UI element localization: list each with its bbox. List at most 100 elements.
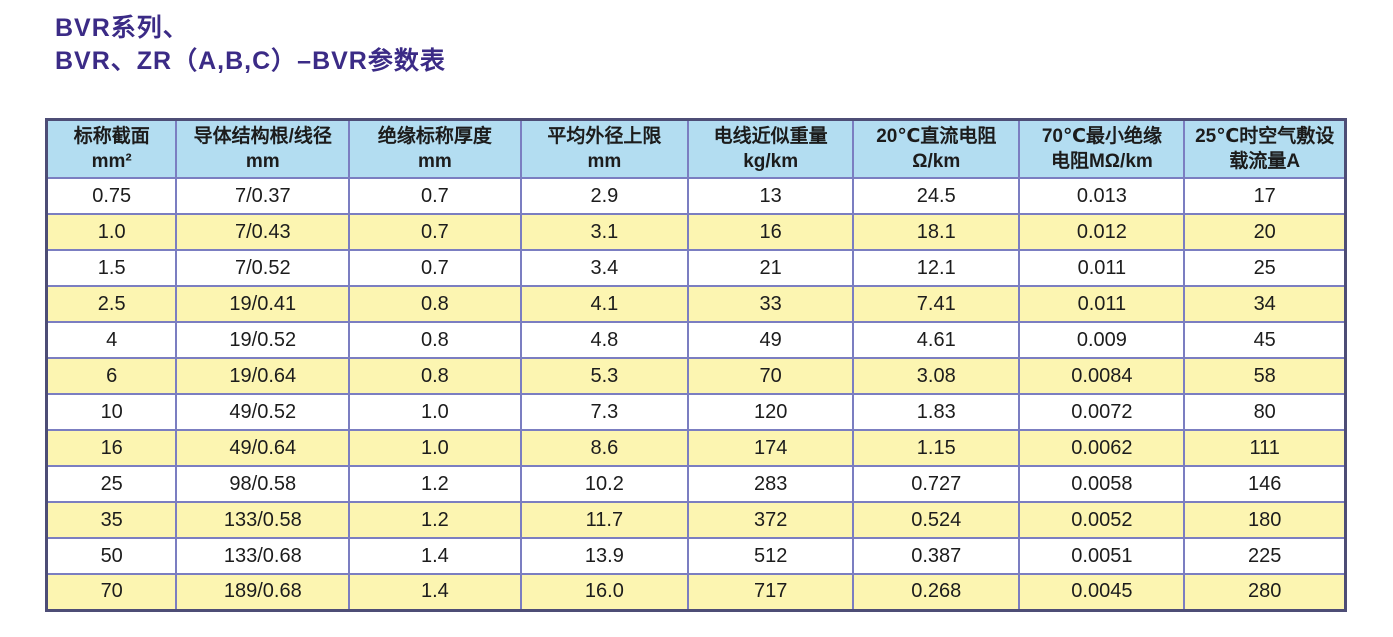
table-row-2: 1.5 7/0.52 0.7 3.4 21 12.1 0.011 25 <box>45 249 1347 287</box>
table-cell: 4 <box>45 321 178 359</box>
column-header-3: 平均外径上限 mm <box>519 118 690 179</box>
table-row-0: 0.75 7/0.37 0.7 2.9 13 24.5 0.013 17 <box>45 177 1347 215</box>
table-cell: 0.0045 <box>1018 573 1186 611</box>
table-cell: 21 <box>687 249 855 287</box>
table-cell: 0.727 <box>852 465 1021 503</box>
table-cell: 4.1 <box>519 285 690 323</box>
column-header-1: 导体结构根/线径 mm <box>175 118 351 179</box>
table-cell: 174 <box>687 429 855 467</box>
table-cell: 0.0058 <box>1018 465 1186 503</box>
table-cell: 225 <box>1183 537 1347 575</box>
header-row: 标称截面 mm² 导体结构根/线径 mm 绝缘标称厚度 mm 平均外径上限 mm 电线近似重量 k… <box>45 118 1347 179</box>
table-cell: 11.7 <box>519 501 690 539</box>
table-cell: 13.9 <box>519 537 690 575</box>
table-cell: 0.0084 <box>1018 357 1186 395</box>
table-cell: 180 <box>1183 501 1347 539</box>
table-cell: 16.0 <box>519 573 690 611</box>
table-cell: 0.0072 <box>1018 393 1186 431</box>
table-cell: 3.4 <box>519 249 690 287</box>
table-cell: 10.2 <box>519 465 690 503</box>
table-cell: 133/0.68 <box>175 537 351 575</box>
table-cell: 1.83 <box>852 393 1021 431</box>
table-cell: 133/0.58 <box>175 501 351 539</box>
table-cell: 7.41 <box>852 285 1021 323</box>
table-cell: 0.013 <box>1018 177 1186 215</box>
catalog-page: BVR系列、 BVR、ZR（A,B,C）–BVR参数表 标称截面 mm² 导体结构根… <box>0 12 1393 637</box>
table-cell: 19/0.52 <box>175 321 351 359</box>
column-header-name: 绝缘标称厚度 <box>377 126 492 147</box>
table-cell: 13 <box>687 177 855 215</box>
table-row-4: 4 19/0.52 0.8 4.8 49 4.61 0.009 45 <box>45 321 1347 359</box>
table-cell: 98/0.58 <box>175 465 351 503</box>
column-header-unit: 电阻MΩ/km <box>1050 151 1153 172</box>
column-header-name: 70℃最小绝缘 <box>1041 126 1162 147</box>
table-cell: 0.7 <box>348 177 522 215</box>
table-cell: 1.4 <box>348 573 522 611</box>
table-cell: 25 <box>1183 249 1347 287</box>
table-cell: 35 <box>45 501 178 539</box>
table-cell: 189/0.68 <box>175 573 351 611</box>
column-header-unit: mm <box>245 151 280 172</box>
table-cell: 34 <box>1183 285 1347 323</box>
table-cell: 7/0.43 <box>175 213 351 251</box>
table-row-1: 1.0 7/0.43 0.7 3.1 16 18.1 0.012 20 <box>45 213 1347 251</box>
table-cell: 17 <box>1183 177 1347 215</box>
table-cell: 18.1 <box>852 213 1021 251</box>
page-title: BVR系列、 BVR、ZR（A,B,C）–BVR参数表 <box>55 12 1393 77</box>
table-cell: 58 <box>1183 357 1347 395</box>
table-row-8: 25 98/0.58 1.2 10.2 283 0.727 0.0058 146 <box>45 465 1347 503</box>
table-cell: 0.012 <box>1018 213 1186 251</box>
column-header-unit: mm <box>587 151 622 172</box>
table-cell: 1.2 <box>348 465 522 503</box>
column-header-unit: mm <box>417 151 452 172</box>
table-cell: 70 <box>45 573 178 611</box>
table-cell: 16 <box>45 429 178 467</box>
table-cell: 1.0 <box>45 213 178 251</box>
column-header-4: 电线近似重量 kg/km <box>687 118 855 179</box>
table-cell: 1.5 <box>45 249 178 287</box>
table-cell: 372 <box>687 501 855 539</box>
column-header-unit: mm² <box>91 151 132 172</box>
table-cell: 1.4 <box>348 537 522 575</box>
column-header-name: 电线近似重量 <box>713 126 828 147</box>
table-row-7: 16 49/0.64 1.0 8.6 174 1.15 0.0062 111 <box>45 429 1347 467</box>
table-cell: 80 <box>1183 393 1347 431</box>
table-cell: 45 <box>1183 321 1347 359</box>
table-cell: 0.524 <box>852 501 1021 539</box>
table-cell: 49/0.52 <box>175 393 351 431</box>
table-cell: 1.0 <box>348 429 522 467</box>
table-cell: 49 <box>687 321 855 359</box>
table-cell: 0.8 <box>348 357 522 395</box>
table-cell: 0.75 <box>45 177 178 215</box>
table-cell: 19/0.41 <box>175 285 351 323</box>
table-cell: 1.15 <box>852 429 1021 467</box>
column-header-name: 20℃直流电阻 <box>876 126 997 147</box>
column-header-name: 导体结构根/线径 <box>193 126 332 147</box>
table-cell: 4.8 <box>519 321 690 359</box>
table-cell: 2.5 <box>45 285 178 323</box>
table-cell: 1.0 <box>348 393 522 431</box>
table-cell: 111 <box>1183 429 1347 467</box>
table-row-10: 50 133/0.68 1.4 13.9 512 0.387 0.0051 225 <box>45 537 1347 575</box>
table-cell: 0.387 <box>852 537 1021 575</box>
table-cell: 25 <box>45 465 178 503</box>
table-cell: 0.268 <box>852 573 1021 611</box>
title-line-1: BVR系列、 <box>55 14 189 42</box>
table-cell: 4.61 <box>852 321 1021 359</box>
table-cell: 70 <box>687 357 855 395</box>
table-cell: 0.8 <box>348 321 522 359</box>
table-cell: 0.7 <box>348 249 522 287</box>
table-cell: 2.9 <box>519 177 690 215</box>
table-cell: 20 <box>1183 213 1347 251</box>
table-cell: 3.08 <box>852 357 1021 395</box>
table-cell: 33 <box>687 285 855 323</box>
table-cell: 24.5 <box>852 177 1021 215</box>
column-header-unit: 载流量A <box>1229 151 1301 172</box>
table-cell: 283 <box>687 465 855 503</box>
table-row-6: 10 49/0.52 1.0 7.3 120 1.83 0.0072 80 <box>45 393 1347 431</box>
column-header-unit: Ω/km <box>912 151 961 172</box>
table-cell: 0.011 <box>1018 249 1186 287</box>
table-cell: 50 <box>45 537 178 575</box>
column-header-name: 标称截面 <box>73 126 150 147</box>
table-cell: 120 <box>687 393 855 431</box>
